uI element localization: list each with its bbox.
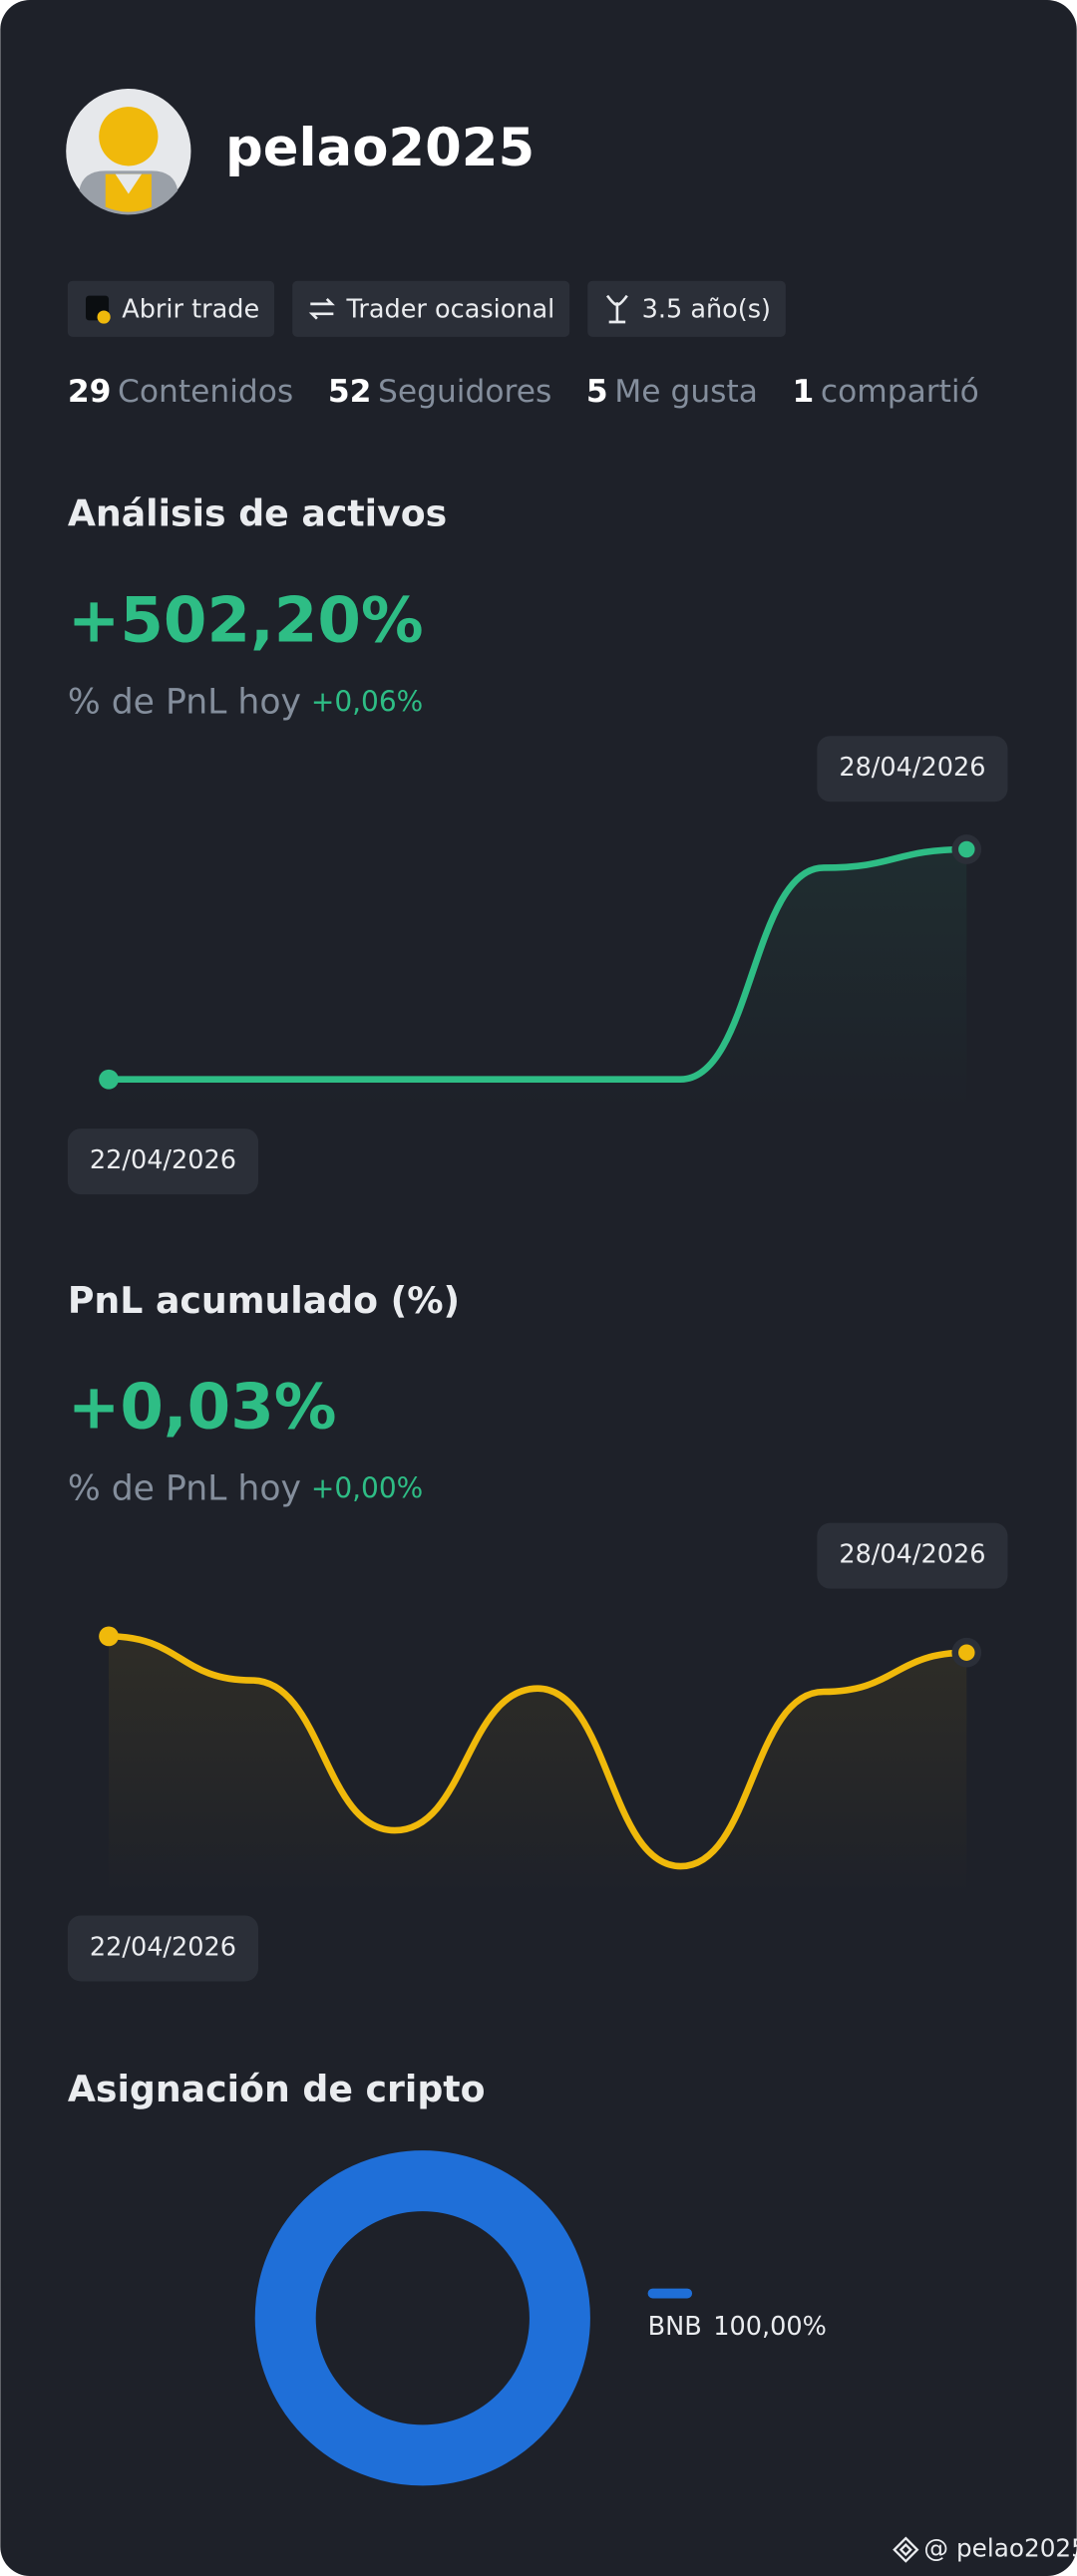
subtitle: % de PnL hoy xyxy=(68,682,301,722)
badge-icon xyxy=(85,295,111,324)
badge-label: Abrir trade xyxy=(122,294,259,324)
line xyxy=(105,845,970,1084)
badge-icon xyxy=(605,294,628,324)
legend-name: BNB xyxy=(648,2312,702,2342)
badge-label: 3.5 año(s) xyxy=(642,294,771,324)
pnl-section: PnL acumulado (%) +0,03% % de PnL hoy +0,00… xyxy=(67,1279,1008,1982)
stat-label: Contenidos xyxy=(118,374,293,410)
donut-segment xyxy=(254,2150,590,2486)
headline-value: +0,03% xyxy=(68,1371,337,1444)
stat-label: compartió xyxy=(821,374,979,410)
end-date-label: 28/04/2026 xyxy=(839,753,985,783)
section-title: Asignación de cripto xyxy=(68,2068,486,2110)
stat-label: Seguidores xyxy=(378,374,551,410)
end-point-dot xyxy=(958,1644,975,1661)
badge: Trader ocasional xyxy=(292,280,570,337)
subtitle: % de PnL hoy xyxy=(68,1469,301,1509)
start-label-box xyxy=(67,1128,259,1195)
badge-icon xyxy=(308,297,335,320)
area xyxy=(109,848,967,1110)
stat-value: 1 xyxy=(793,374,815,410)
legend-value: 100,00% xyxy=(713,2312,827,2342)
avatar xyxy=(66,88,191,215)
badge: Abrir trade xyxy=(67,280,275,337)
line xyxy=(105,1633,970,1870)
section-title: Análisis de activos xyxy=(68,491,447,534)
start-point xyxy=(99,1626,119,1647)
area xyxy=(109,1636,967,1896)
stat-value: 29 xyxy=(68,374,112,410)
end-label-box xyxy=(817,1522,1008,1589)
today-change: +0,06% xyxy=(311,685,423,718)
badge-label: Trader ocasional xyxy=(346,294,555,324)
stat-value: 52 xyxy=(328,374,372,410)
stat-value: 5 xyxy=(586,374,608,410)
username: pelao2025 xyxy=(225,118,535,178)
end-label-box xyxy=(817,736,1008,803)
stat-label: Me gusta xyxy=(614,374,758,410)
today-change: +0,00% xyxy=(311,1472,423,1505)
footer-handle: @ pelao2025 xyxy=(923,2534,1077,2563)
footer-logo xyxy=(893,2536,919,2563)
headline-value: +502,20% xyxy=(68,583,424,656)
start-date-label: 22/04/2026 xyxy=(90,1932,236,1962)
start-date-label: 22/04/2026 xyxy=(90,1145,236,1175)
section-title: PnL acumulado (%) xyxy=(68,1279,460,1322)
start-point xyxy=(99,1069,119,1090)
pnl-section: Análisis de activos +502,20% % de PnL hoy +… xyxy=(67,491,1008,1195)
badge: 3.5 año(s) xyxy=(587,280,786,337)
legend-swatch xyxy=(647,2288,693,2299)
end-point-dot xyxy=(958,840,975,858)
end-date-label: 28/04/2026 xyxy=(839,1540,985,1570)
start-label-box xyxy=(67,1915,259,1982)
